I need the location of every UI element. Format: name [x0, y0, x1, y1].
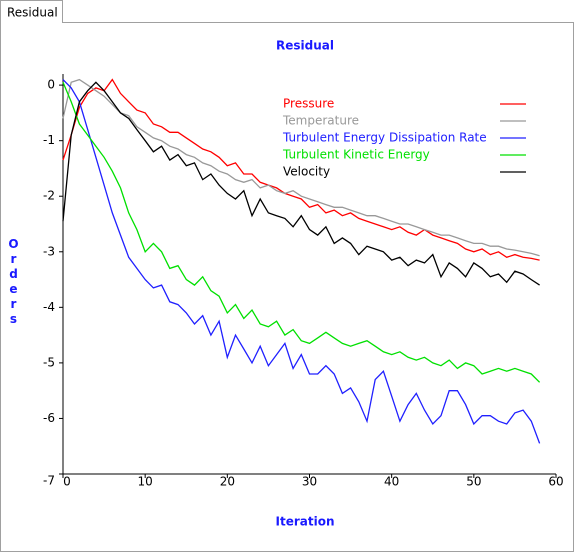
tab-join — [1, 22, 62, 24]
y-tick-label: -4 — [43, 300, 55, 314]
y-axis-label: Orders — [7, 237, 21, 327]
x-tick-label: 50 — [466, 475, 481, 489]
tab-label[interactable]: Residual — [7, 6, 58, 20]
y-tick-label: -5 — [43, 355, 55, 369]
series-line — [62, 81, 540, 286]
y-tick-label: -1 — [43, 133, 55, 147]
panel — [0, 22, 574, 552]
legend-label: Temperature — [282, 114, 359, 128]
series-line — [62, 79, 541, 444]
y-tick-label: -7 — [43, 474, 55, 488]
legend-label: Turbulent Energy Dissipation Rate — [282, 131, 487, 145]
series-line — [62, 82, 541, 383]
series-line — [62, 78, 540, 257]
y-tick-label: -3 — [43, 244, 55, 258]
series-line — [62, 78, 540, 261]
legend-label: Velocity — [283, 165, 330, 179]
y-tick-label: -6 — [43, 411, 55, 425]
x-tick-label: 60 — [548, 475, 563, 489]
y-tick-label: 0 — [47, 78, 55, 92]
x-tick-label: 30 — [302, 475, 317, 489]
y-tick-label: -2 — [43, 189, 55, 203]
x-tick-label: 0 — [63, 475, 71, 489]
chart-title: Residual — [276, 39, 334, 53]
legend-label: Pressure — [283, 97, 334, 111]
legend-label: Turbulent Kinetic Energy — [282, 148, 430, 162]
x-tick-label: 40 — [384, 475, 399, 489]
x-axis-label: Iteration — [276, 515, 335, 529]
x-tick-label: 20 — [220, 475, 235, 489]
x-tick-label: 10 — [138, 475, 153, 489]
